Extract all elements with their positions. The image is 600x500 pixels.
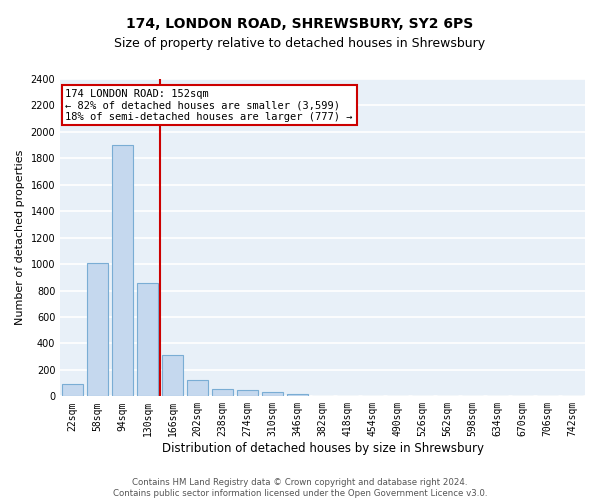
Text: 174, LONDON ROAD, SHREWSBURY, SY2 6PS: 174, LONDON ROAD, SHREWSBURY, SY2 6PS <box>127 18 473 32</box>
Text: Size of property relative to detached houses in Shrewsbury: Size of property relative to detached ho… <box>115 38 485 51</box>
Bar <box>112 145 133 397</box>
Bar <box>212 389 233 396</box>
Bar <box>237 390 258 396</box>
Bar <box>62 384 83 396</box>
Y-axis label: Number of detached properties: Number of detached properties <box>15 150 25 326</box>
Bar <box>162 354 183 397</box>
Bar <box>87 263 108 396</box>
Bar <box>187 380 208 396</box>
Text: Contains HM Land Registry data © Crown copyright and database right 2024.
Contai: Contains HM Land Registry data © Crown c… <box>113 478 487 498</box>
Bar <box>262 392 283 396</box>
X-axis label: Distribution of detached houses by size in Shrewsbury: Distribution of detached houses by size … <box>161 442 484 455</box>
Bar <box>287 394 308 396</box>
Text: 174 LONDON ROAD: 152sqm
← 82% of detached houses are smaller (3,599)
18% of semi: 174 LONDON ROAD: 152sqm ← 82% of detache… <box>65 88 353 122</box>
Bar <box>137 282 158 397</box>
